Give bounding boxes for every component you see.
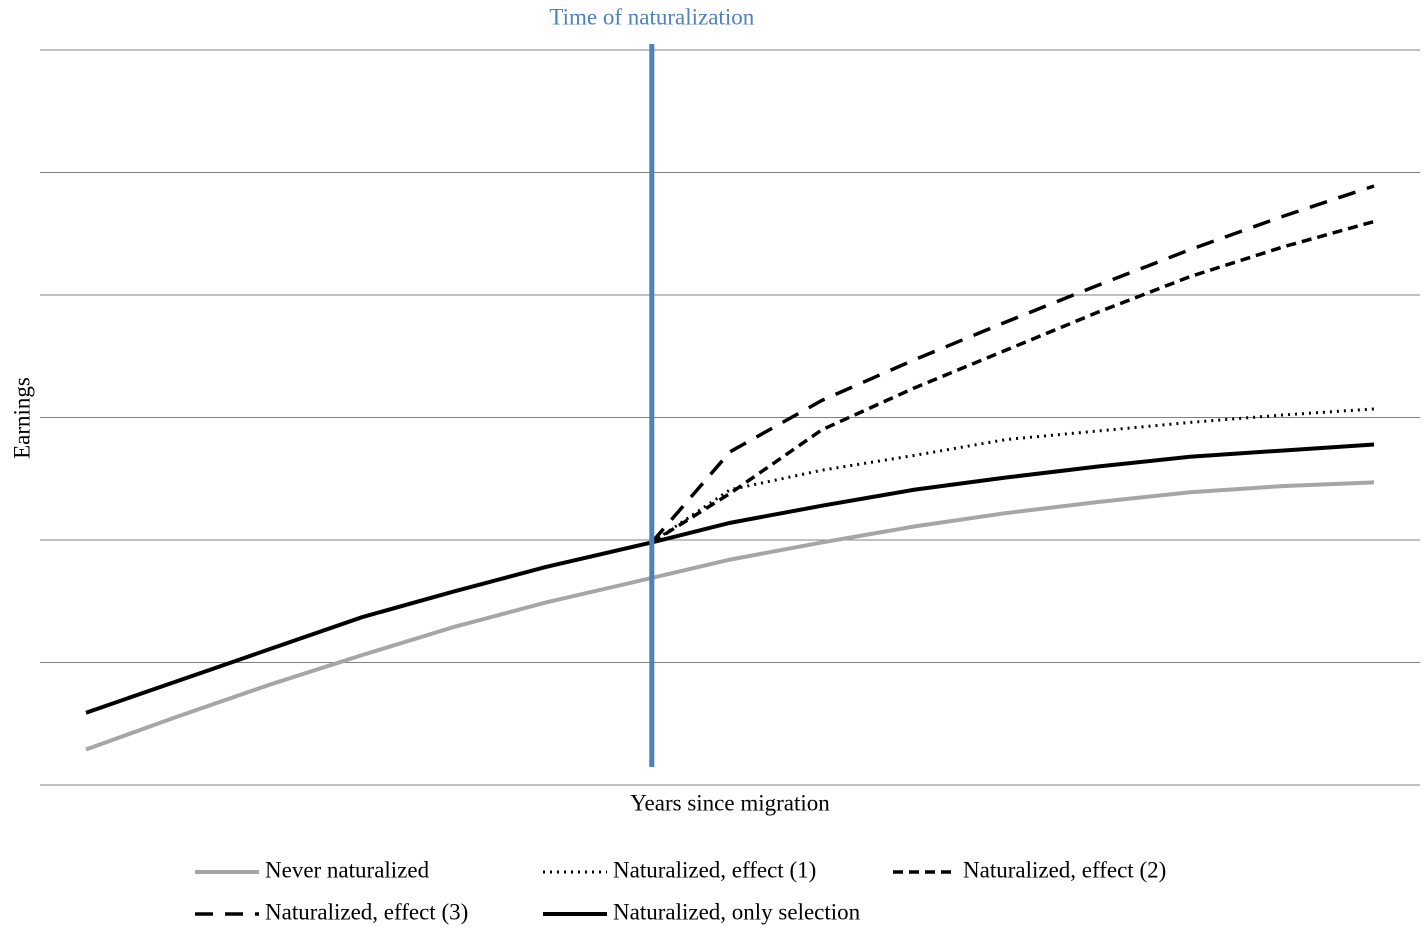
- y-axis-label: Earnings: [9, 377, 34, 459]
- series-line: [85, 480, 1375, 752]
- annotation-label: Time of naturalization: [549, 4, 754, 29]
- series-line: [85, 442, 1375, 715]
- legend-label: Naturalized, effect (2): [963, 857, 1166, 882]
- legend-label: Naturalized, only selection: [613, 899, 861, 924]
- legend-label: Naturalized, effect (1): [613, 857, 816, 882]
- x-axis-label: Years since migration: [630, 790, 830, 815]
- legend-label: Never naturalized: [265, 857, 430, 882]
- series-line: [650, 219, 1375, 544]
- series-line: [650, 184, 1375, 544]
- legend-label: Naturalized, effect (3): [265, 899, 468, 924]
